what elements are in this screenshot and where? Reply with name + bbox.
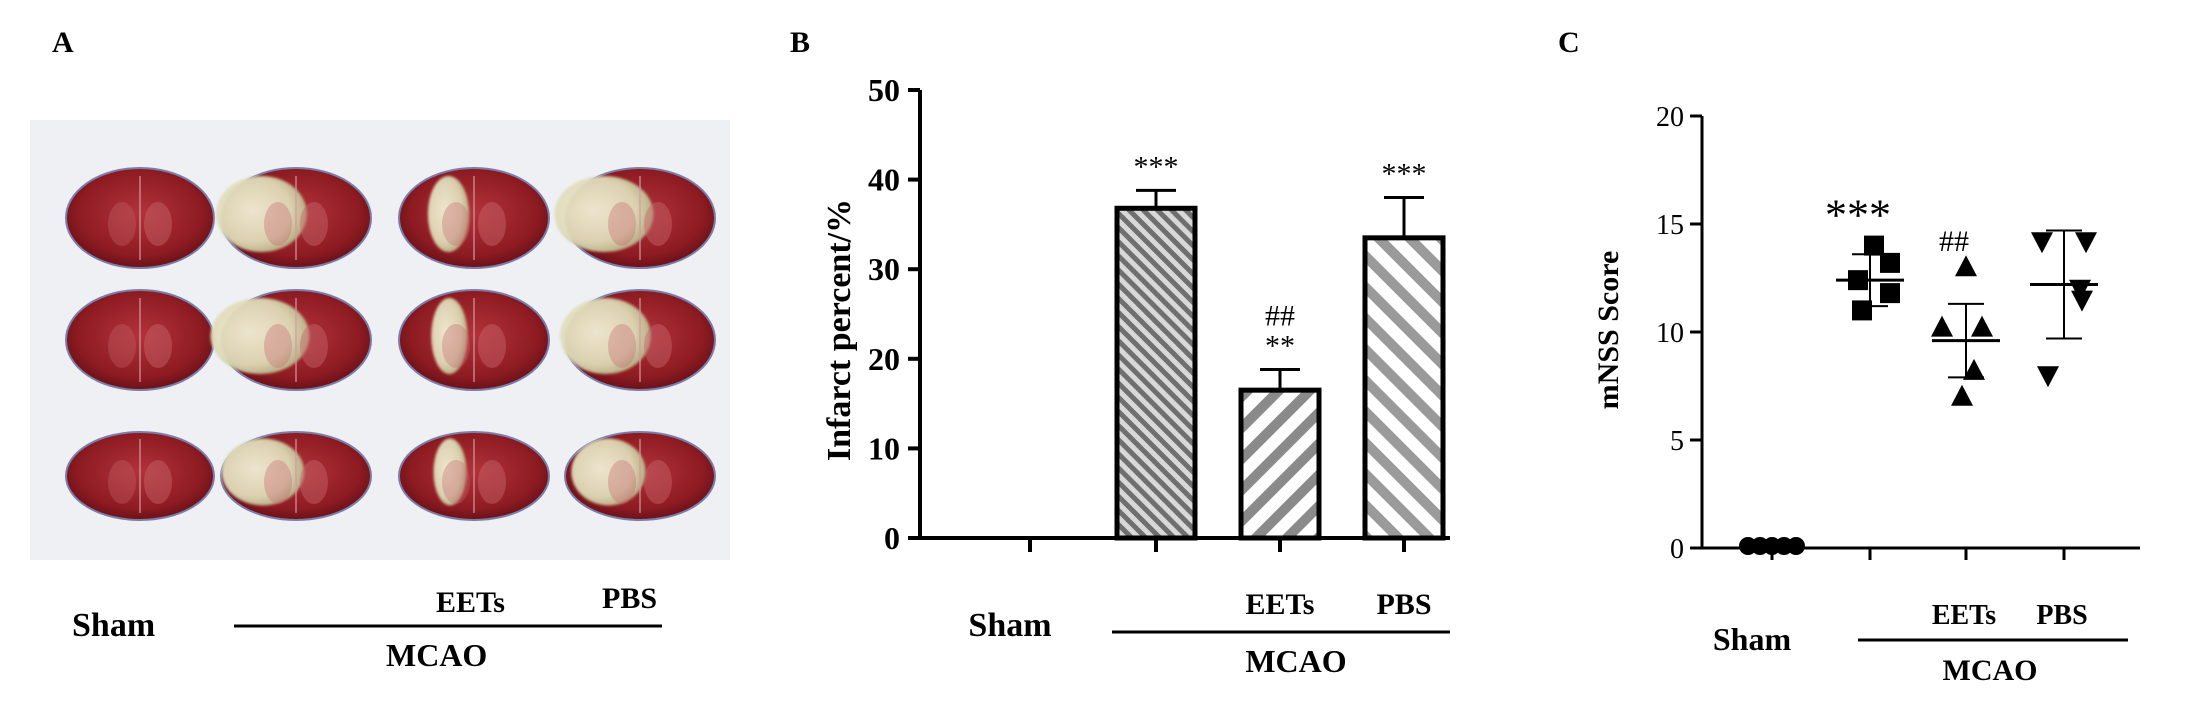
slice-infarct: [431, 298, 468, 374]
brain-slice: [216, 167, 372, 269]
significance-label: ##: [1265, 300, 1295, 333]
data-point: [1931, 315, 1953, 337]
y-tick-label: 10: [1656, 318, 1684, 349]
slice-ventricle: [108, 324, 136, 368]
slice-infarct: [427, 176, 470, 252]
data-point: [1963, 358, 1985, 380]
x-category-label: EETs: [1246, 588, 1315, 621]
brain-slice: [65, 167, 215, 269]
brain-slice: [220, 431, 372, 521]
slice-ventricle: [442, 324, 470, 368]
data-point: [1787, 537, 1805, 555]
slice-infarct: [216, 176, 307, 252]
label-eets: EETs: [436, 586, 505, 619]
bar: [1362, 235, 1446, 541]
slice-ventricle: [264, 202, 292, 246]
significance-label: ##: [1939, 225, 1969, 258]
y-tick-label: 15: [1656, 210, 1684, 241]
slice-infarct: [210, 298, 310, 374]
x-category-label: Sham: [1713, 621, 1792, 657]
bar: [1114, 205, 1198, 541]
data-point: [1971, 315, 1993, 337]
slice-ventricle: [644, 324, 672, 368]
y-tick-label: 20: [868, 341, 900, 377]
brain-slice: [65, 431, 215, 521]
brain-slice: [560, 289, 716, 391]
slice-ventricle: [644, 460, 672, 504]
brain-slice: [398, 431, 550, 521]
y-tick-label: 20: [1656, 102, 1684, 133]
slice-ventricle: [300, 324, 328, 368]
dot-plot-mnss: mNSS Score 0 5 10 15 20 *** ## Sham EETs PBS MCA…: [1592, 102, 2140, 687]
slice-ventricle: [264, 460, 292, 504]
slice-ventricle: [478, 460, 506, 504]
slice-ventricle: [300, 202, 328, 246]
brain-slice: [554, 167, 716, 269]
slice-ventricle: [442, 202, 470, 246]
data-point: [1955, 255, 1977, 277]
brain-slices-photo: Sham MCAO EETs PBS: [30, 120, 730, 673]
slice-ventricle: [108, 202, 136, 246]
data-point: [1864, 235, 1884, 256]
data-point: [2071, 290, 2093, 312]
slice-ventricle: [300, 460, 328, 504]
group-label-mcao: MCAO: [1943, 654, 2038, 687]
x-category-label: Sham: [968, 607, 1051, 644]
slice-infarct: [560, 298, 651, 374]
y-tick-label: 30: [868, 251, 900, 287]
slice-ventricle: [108, 460, 136, 504]
brain-slice: [564, 431, 716, 521]
slice-ventricle: [478, 202, 506, 246]
label-mcao: MCAO: [386, 637, 487, 673]
y-tick-label: 0: [884, 520, 900, 556]
group-label-mcao: MCAO: [1245, 643, 1346, 679]
data-point: [2037, 366, 2059, 388]
data-point: [2075, 232, 2097, 254]
brain-slice: [65, 289, 215, 391]
y-axis-label: mNSS Score: [1592, 251, 1625, 410]
slice-ventricle: [644, 202, 672, 246]
panel-letter-c: C: [1558, 26, 1580, 59]
slice-ventricle: [144, 460, 172, 504]
slice-infarct: [433, 438, 467, 506]
slice-infarct: [554, 176, 654, 252]
slice-ventricle: [144, 202, 172, 246]
brain-slice: [398, 289, 550, 391]
data-point: [2031, 232, 2053, 254]
slice-ventricle: [264, 324, 292, 368]
slice-ventricle: [608, 460, 636, 504]
slice-ventricle: [608, 324, 636, 368]
slice-ventricle: [144, 324, 172, 368]
data-point: [1880, 252, 1900, 273]
panel-letter-a: A: [52, 26, 74, 59]
x-category-label: PBS: [2036, 600, 2087, 631]
slice-infarct: [571, 438, 646, 506]
bar: [1238, 387, 1322, 541]
significance-label: ***: [1825, 191, 1891, 240]
y-tick-label: 40: [868, 162, 900, 198]
slice-ventricle: [442, 460, 470, 504]
slice-infarct: [221, 438, 305, 506]
slice-ventricle: [478, 324, 506, 368]
data-point: [1880, 283, 1900, 304]
brain-slice: [210, 289, 372, 391]
significance-label: ***: [1382, 158, 1427, 191]
brain-slice: [398, 167, 550, 269]
y-tick-label: 50: [868, 72, 900, 108]
label-pbs: PBS: [602, 582, 657, 615]
data-point: [1951, 384, 1973, 406]
significance-label: **: [1265, 330, 1295, 363]
panel-letter-b: B: [790, 26, 811, 59]
y-tick-label: 5: [1670, 426, 1684, 457]
x-category-label: PBS: [1376, 588, 1431, 621]
x-category-label: EETs: [1932, 600, 1996, 631]
label-sham: Sham: [72, 607, 155, 644]
slice-ventricle: [608, 202, 636, 246]
y-tick-label: 10: [868, 430, 900, 466]
y-axis-label: Infarct percent/%: [821, 199, 858, 461]
y-tick-label: 0: [1670, 534, 1684, 565]
significance-label: ***: [1134, 150, 1179, 183]
